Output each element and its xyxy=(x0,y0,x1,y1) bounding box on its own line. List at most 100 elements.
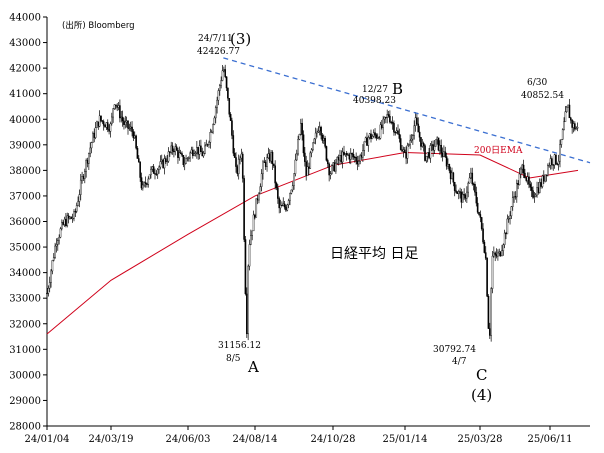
candle-body xyxy=(193,153,195,156)
candle-body xyxy=(325,146,328,161)
candle-body xyxy=(278,198,281,209)
candle-body xyxy=(96,121,98,128)
candle-body xyxy=(441,152,444,157)
candle-body xyxy=(146,183,148,185)
candle-body xyxy=(245,293,248,335)
candle-body xyxy=(526,176,529,181)
candle-body xyxy=(308,166,310,169)
candle-body xyxy=(239,157,241,160)
candle-body xyxy=(86,159,89,164)
candle-body xyxy=(549,158,552,166)
candle-body xyxy=(498,251,501,254)
candle-body xyxy=(414,117,417,127)
candle-body xyxy=(499,251,502,256)
candle-body xyxy=(410,138,413,141)
y-tick-label: 33000 xyxy=(9,294,41,305)
candle-body xyxy=(451,172,453,180)
candle-body xyxy=(247,265,249,335)
candle-body xyxy=(437,137,440,151)
candle-body xyxy=(208,142,210,146)
candle-body xyxy=(214,107,217,119)
candle-body xyxy=(65,218,67,227)
candle-body xyxy=(88,153,90,164)
candle-body xyxy=(252,214,255,232)
candle-body xyxy=(98,115,101,127)
candle-body xyxy=(456,192,459,195)
candle-body xyxy=(175,146,178,151)
y-tick-label: 40000 xyxy=(9,115,41,126)
annotation-3-marker: (3) xyxy=(230,30,251,48)
candle-body xyxy=(90,142,93,149)
candle-body xyxy=(112,108,114,118)
annotation-c-submarker: (4) xyxy=(471,386,492,404)
candle-body xyxy=(290,189,293,194)
candle-body xyxy=(167,151,170,162)
candle-body xyxy=(108,129,110,132)
candle-body xyxy=(506,218,509,235)
candle-body xyxy=(478,211,480,215)
candle-body xyxy=(125,120,128,123)
x-tick-label: 25/03/28 xyxy=(458,434,503,445)
annotation-a-marker: A xyxy=(247,358,259,376)
candle-body xyxy=(200,145,202,153)
candle-body xyxy=(557,160,560,165)
candle-body xyxy=(397,130,399,135)
candle-body xyxy=(476,202,479,213)
candle-body xyxy=(444,151,447,157)
candle-body xyxy=(162,159,164,169)
candle-body xyxy=(489,328,491,336)
candle-body xyxy=(279,205,282,209)
candle-body xyxy=(452,172,455,183)
x-tick-label: 24/10/28 xyxy=(311,434,356,445)
annotation-3-date: 24/7/11 xyxy=(198,34,233,44)
candle-body xyxy=(74,211,77,213)
candle-body xyxy=(69,216,71,219)
x-tick-label: 24/03/19 xyxy=(89,434,134,445)
candle-body xyxy=(286,204,289,211)
y-tick-label: 41000 xyxy=(9,89,41,100)
candle-body xyxy=(391,122,394,124)
candle-body xyxy=(170,145,173,153)
candle-body xyxy=(538,182,541,193)
candle-body xyxy=(194,152,197,154)
annotation-630-date: 6/30 xyxy=(527,78,547,88)
candle-body xyxy=(85,159,87,172)
candle-body xyxy=(439,145,441,151)
candle-body xyxy=(314,132,317,140)
candle-body xyxy=(166,160,168,163)
candle-body xyxy=(371,136,374,140)
candle-body xyxy=(133,135,136,139)
candle-body xyxy=(243,178,245,240)
candle-body xyxy=(507,218,510,220)
y-tick-label: 36000 xyxy=(9,217,41,228)
candle-body xyxy=(116,105,118,108)
candle-body xyxy=(482,228,484,243)
candle-body xyxy=(560,139,563,145)
candle-body xyxy=(136,147,139,159)
candle-body xyxy=(259,186,262,195)
candle-body xyxy=(73,211,75,219)
candle-body xyxy=(187,157,190,159)
candle-body xyxy=(273,163,275,166)
candle-body xyxy=(517,182,519,186)
candle-body xyxy=(221,70,224,81)
candle-body xyxy=(462,194,464,203)
candle-body xyxy=(113,104,116,109)
candle-body xyxy=(408,144,410,146)
candle-body xyxy=(128,127,131,130)
candle-body xyxy=(466,191,468,199)
candle-body xyxy=(169,151,171,153)
candle-body xyxy=(140,177,143,189)
candle-body xyxy=(418,131,421,138)
candle-body xyxy=(124,121,127,125)
candle-body xyxy=(522,164,525,174)
candle-body xyxy=(202,153,205,157)
candle-body xyxy=(213,117,216,125)
candle-body xyxy=(345,153,348,156)
candle-body xyxy=(225,76,228,89)
candle-body xyxy=(304,152,306,162)
candle-body xyxy=(48,282,51,289)
candle-body xyxy=(181,153,183,156)
candle-body xyxy=(547,165,549,176)
candle-body xyxy=(191,149,194,156)
